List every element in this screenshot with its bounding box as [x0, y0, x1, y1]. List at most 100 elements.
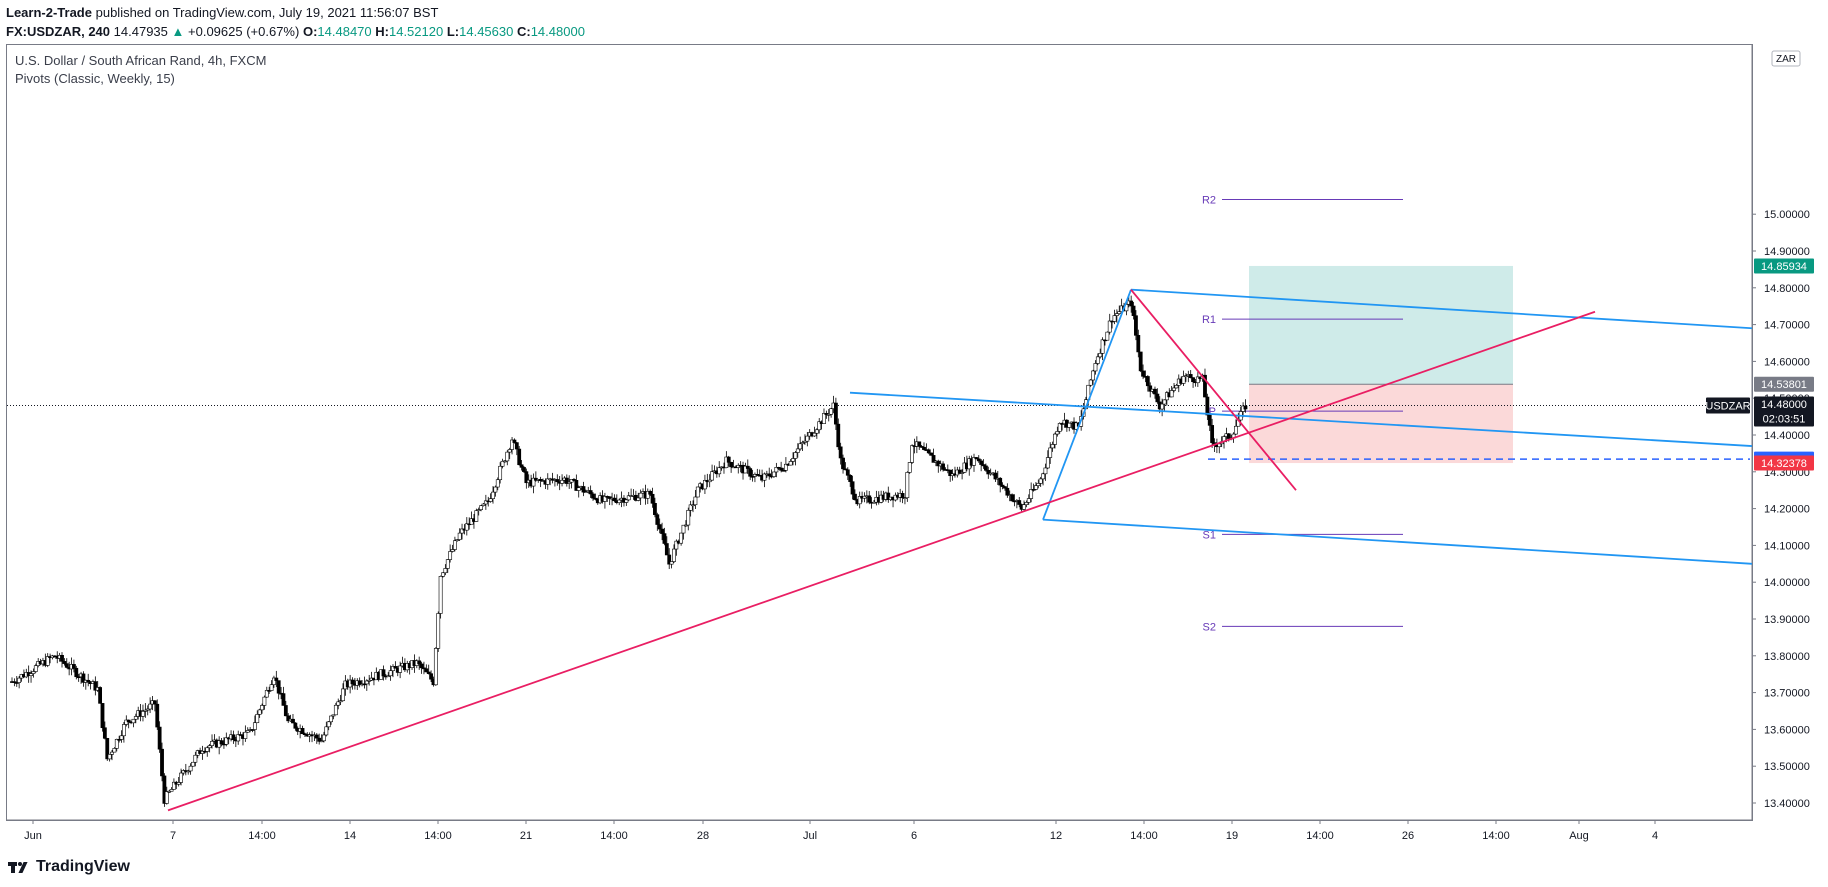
candle-body — [62, 661, 67, 664]
candle-body — [143, 709, 148, 712]
candle-body — [1174, 385, 1179, 389]
candle-body — [729, 462, 734, 468]
candles — [10, 294, 1248, 807]
candle-body — [681, 524, 686, 534]
candle-body — [231, 734, 236, 741]
candle-body — [1141, 370, 1145, 377]
pivot-label-s2: S2 — [1203, 621, 1216, 633]
candle-body — [572, 479, 576, 481]
chart-legend: U.S. Dollar / South African Rand, 4h, FX… — [15, 52, 266, 88]
price-label: 14.85934 — [1761, 261, 1807, 273]
candle-body — [72, 664, 76, 669]
candle-body — [202, 750, 207, 753]
tradingview-logo-icon — [8, 860, 30, 874]
candle-body — [267, 690, 272, 692]
candle-body — [1017, 500, 1022, 505]
candle-body — [672, 548, 676, 562]
candle-body — [1234, 425, 1238, 435]
candle-body — [126, 719, 131, 723]
candle-body — [33, 665, 38, 672]
y-tick-label: 13.60000 — [1764, 724, 1810, 736]
candle-body — [205, 747, 210, 752]
candle-body — [164, 791, 169, 804]
channel-line-bottom — [1042, 518, 1753, 565]
candle-body — [636, 497, 641, 501]
candle-body — [324, 726, 329, 736]
up-arrow-icon: ▲ — [171, 24, 185, 39]
candle-body — [1181, 376, 1186, 384]
candle-body — [1162, 399, 1167, 405]
candle-body — [114, 738, 119, 749]
candle-body — [224, 737, 229, 745]
candle-body — [86, 679, 91, 683]
candle-body — [653, 503, 657, 515]
candle-body — [172, 781, 176, 790]
candle-body — [936, 460, 941, 467]
candle-body — [1000, 484, 1005, 487]
candle-body — [210, 740, 214, 746]
candle-body — [779, 467, 784, 471]
candle-body — [1045, 457, 1050, 469]
x-tick-label: 28 — [697, 830, 709, 842]
candle-body — [386, 675, 391, 678]
candle-body — [726, 456, 731, 463]
y-tick-label: 13.70000 — [1764, 688, 1810, 700]
candle-body — [795, 448, 800, 453]
x-tick-label: 14:00 — [248, 830, 276, 842]
candle-body — [1226, 433, 1231, 439]
candle-body — [829, 408, 834, 415]
candle-body — [900, 493, 905, 499]
candle-body — [686, 510, 691, 526]
candle-body — [322, 734, 326, 742]
candle-body — [1093, 363, 1098, 372]
candle-body — [503, 460, 507, 463]
candle-body — [169, 789, 174, 792]
chart-title: U.S. Dollar / South African Rand, 4h, FX… — [15, 53, 267, 68]
candle-body — [857, 496, 862, 505]
candle-body — [710, 471, 714, 481]
candle-body — [767, 473, 772, 477]
candle-body — [1184, 375, 1188, 378]
candle-body — [922, 446, 926, 450]
candle-body — [1024, 502, 1029, 506]
price-label: 14.48000 — [1761, 399, 1807, 411]
pivot-label-s1: S1 — [1203, 529, 1216, 541]
candle-body — [464, 523, 469, 531]
candle-body — [626, 495, 631, 501]
candle-body — [607, 496, 612, 499]
candle-body — [453, 540, 457, 550]
price-label-box — [1754, 396, 1814, 427]
candle-body — [1088, 379, 1093, 386]
low-label: L: — [446, 24, 460, 39]
x-tick-label: 21 — [520, 830, 532, 842]
candle-body — [338, 700, 343, 703]
candle-body — [167, 790, 172, 793]
candle-body — [1155, 393, 1160, 403]
candle-body — [505, 451, 510, 462]
candle-body — [1210, 425, 1215, 443]
candle-body — [272, 677, 276, 685]
candle-body — [926, 449, 931, 454]
downtrend-line — [1130, 289, 1297, 491]
candle-body — [905, 472, 910, 499]
candle-body — [498, 465, 503, 481]
open-label: O: — [302, 24, 318, 39]
candle-body — [986, 470, 991, 475]
candle-body — [576, 487, 581, 491]
y-tick-label: 15.00000 — [1764, 209, 1810, 221]
candle-body — [1203, 374, 1207, 398]
candle-body — [76, 676, 81, 679]
candle-body — [979, 460, 984, 465]
candle-body — [703, 480, 707, 490]
candle-body — [45, 656, 50, 666]
candle-body — [302, 733, 307, 736]
currency-badge-label: ZAR — [1776, 54, 1796, 65]
x-tick-label: 14:00 — [1130, 830, 1158, 842]
candle-body — [755, 473, 760, 476]
candle-body — [293, 722, 298, 729]
candle-body — [669, 561, 674, 565]
candle-body — [812, 432, 817, 437]
candle-body — [483, 500, 488, 505]
candle-body — [674, 540, 679, 550]
